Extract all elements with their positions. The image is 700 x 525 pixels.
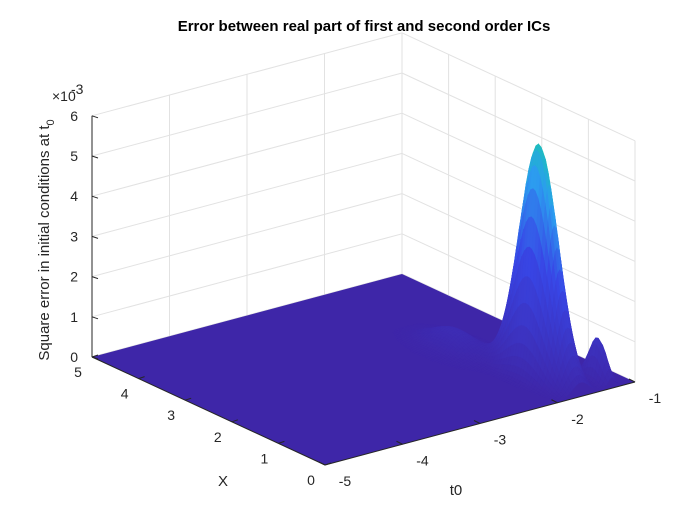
surface-base <box>92 274 635 465</box>
x-tick-mark <box>473 420 481 424</box>
wall-grid-z-left-6 <box>91 32 403 117</box>
x-axis-label: t0 <box>450 482 463 499</box>
z-tick-mark <box>91 155 99 159</box>
z-tick-label: 0 <box>70 349 78 365</box>
wall-grid-z-right-4 <box>401 112 636 222</box>
z-tick-label: 3 <box>70 228 78 244</box>
surface <box>92 143 635 465</box>
z-tick-mark <box>91 115 99 119</box>
y-tick-label: 4 <box>121 386 129 402</box>
z-tick-mark <box>91 235 99 239</box>
z-exponent-base: ×10 <box>52 88 76 104</box>
y-tick-label: 5 <box>74 364 82 380</box>
z-tick-label: 4 <box>70 188 78 204</box>
z-tick-label: 6 <box>70 108 78 124</box>
x-tick-mark <box>628 378 636 383</box>
y-tick-label: 3 <box>167 407 175 423</box>
y-axis-label: X <box>218 473 228 490</box>
y-tick-mark <box>185 397 192 401</box>
y-tick-label: 0 <box>307 472 315 488</box>
y-tick-mark <box>138 376 145 380</box>
wall-grid-z-left-3 <box>91 152 403 237</box>
wall-grid-z-left-1 <box>91 233 403 318</box>
z-exponent-power: -3 <box>71 81 84 97</box>
z-tick-mark <box>91 195 99 199</box>
z-axis-label-subscript: 0 <box>45 119 57 125</box>
y-axis-line <box>91 356 326 466</box>
y-tick-mark <box>324 462 332 466</box>
y-tick-mark <box>231 419 238 423</box>
x-tick-label: -1 <box>649 390 662 406</box>
z-tick-label: 2 <box>70 269 78 285</box>
x-tick-mark <box>318 461 326 466</box>
wall-grid-z-right-6 <box>401 32 636 142</box>
x-tick-mark <box>396 440 403 445</box>
axes <box>91 115 636 466</box>
y-tick-mark <box>91 354 99 358</box>
z-tick-label: 1 <box>70 309 78 325</box>
surface-patch <box>615 381 621 386</box>
x-tick-label: -5 <box>339 473 352 489</box>
x-tick-label: -3 <box>494 432 507 448</box>
y-tick-label: 2 <box>214 429 222 445</box>
z-axis-label-main: Square error in initial conditions at t <box>36 125 53 361</box>
wall-grid-z-left-5 <box>91 72 403 157</box>
z-exponent: ×10 -3 <box>52 81 84 104</box>
wall-grid-z-left-4 <box>91 112 403 197</box>
wall-grid-z-right-5 <box>401 72 636 182</box>
y-tick-mark <box>278 440 285 444</box>
wall-grid-z-left-2 <box>91 193 403 278</box>
chart-title: Error between real part of first and sec… <box>178 18 551 35</box>
wall-grid-z-right-3 <box>401 152 636 262</box>
z-tick-mark <box>91 316 99 320</box>
z-tick-mark <box>91 276 99 280</box>
x-tick-mark <box>551 399 558 404</box>
z-tick-mark <box>91 356 99 360</box>
svg-text:Square error in initial condit: Square error in initial conditions at t0 <box>36 119 57 360</box>
z-axis-label: Square error in initial conditions at t0 <box>36 119 57 360</box>
x-tick-label: -4 <box>416 452 429 468</box>
z-tick-label: 5 <box>70 148 78 164</box>
x-tick-label: -2 <box>571 411 584 427</box>
y-tick-label: 1 <box>261 450 269 466</box>
